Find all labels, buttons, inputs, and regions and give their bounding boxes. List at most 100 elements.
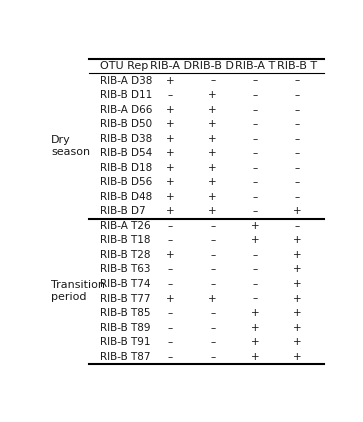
Text: +: + — [208, 119, 217, 129]
Text: RIB-A D: RIB-A D — [150, 61, 192, 71]
Text: +: + — [250, 235, 259, 246]
Text: +: + — [166, 177, 175, 187]
Text: –: – — [294, 76, 300, 86]
Text: +: + — [166, 148, 175, 158]
Text: RIB-B T85: RIB-B T85 — [100, 308, 151, 318]
Text: –: – — [210, 76, 215, 86]
Text: –: – — [252, 105, 258, 115]
Text: –: – — [294, 90, 300, 100]
Text: +: + — [166, 192, 175, 202]
Text: +: + — [208, 294, 217, 303]
Text: +: + — [293, 235, 302, 246]
Text: +: + — [293, 294, 302, 303]
Text: +: + — [166, 250, 175, 260]
Text: OTU Rep: OTU Rep — [100, 61, 148, 71]
Text: RIB-A D66: RIB-A D66 — [100, 105, 152, 115]
Text: RIB-B D38: RIB-B D38 — [100, 134, 152, 144]
Text: +: + — [293, 323, 302, 333]
Text: RIB-B D56: RIB-B D56 — [100, 177, 152, 187]
Text: –: – — [168, 221, 173, 231]
Text: –: – — [168, 308, 173, 318]
Text: +: + — [166, 105, 175, 115]
Text: RIB-B T74: RIB-B T74 — [100, 279, 151, 289]
Text: +: + — [293, 352, 302, 362]
Text: RIB-B T87: RIB-B T87 — [100, 352, 151, 362]
Text: RIB-B D50: RIB-B D50 — [100, 119, 152, 129]
Text: –: – — [252, 177, 258, 187]
Text: –: – — [210, 323, 215, 333]
Text: RIB-B T77: RIB-B T77 — [100, 294, 151, 303]
Text: +: + — [166, 294, 175, 303]
Text: +: + — [293, 337, 302, 347]
Text: +: + — [250, 308, 259, 318]
Text: –: – — [294, 192, 300, 202]
Text: –: – — [168, 235, 173, 246]
Text: +: + — [208, 90, 217, 100]
Text: +: + — [250, 323, 259, 333]
Text: –: – — [210, 352, 215, 362]
Text: +: + — [208, 105, 217, 115]
Text: RIB-B T63: RIB-B T63 — [100, 265, 151, 274]
Text: Dry
season: Dry season — [51, 135, 90, 157]
Text: –: – — [294, 177, 300, 187]
Text: +: + — [208, 192, 217, 202]
Text: –: – — [210, 235, 215, 246]
Text: –: – — [294, 119, 300, 129]
Text: +: + — [166, 76, 175, 86]
Text: –: – — [210, 308, 215, 318]
Text: –: – — [210, 250, 215, 260]
Text: +: + — [250, 337, 259, 347]
Text: –: – — [252, 294, 258, 303]
Text: –: – — [294, 163, 300, 173]
Text: –: – — [168, 279, 173, 289]
Text: –: – — [252, 76, 258, 86]
Text: RIB-B T89: RIB-B T89 — [100, 323, 151, 333]
Text: –: – — [252, 119, 258, 129]
Text: +: + — [208, 163, 217, 173]
Text: –: – — [252, 163, 258, 173]
Text: +: + — [166, 119, 175, 129]
Text: +: + — [208, 148, 217, 158]
Text: –: – — [168, 337, 173, 347]
Text: +: + — [166, 163, 175, 173]
Text: +: + — [166, 134, 175, 144]
Text: RIB-B D18: RIB-B D18 — [100, 163, 152, 173]
Text: RIB-B T91: RIB-B T91 — [100, 337, 151, 347]
Text: –: – — [294, 105, 300, 115]
Text: –: – — [294, 221, 300, 231]
Text: –: – — [168, 265, 173, 274]
Text: RIB-B T: RIB-B T — [277, 61, 317, 71]
Text: RIB-B D7: RIB-B D7 — [100, 206, 146, 216]
Text: +: + — [293, 206, 302, 216]
Text: +: + — [208, 134, 217, 144]
Text: RIB-A D38: RIB-A D38 — [100, 76, 152, 86]
Text: +: + — [208, 177, 217, 187]
Text: +: + — [293, 265, 302, 274]
Text: RIB-B D48: RIB-B D48 — [100, 192, 152, 202]
Text: –: – — [252, 265, 258, 274]
Text: +: + — [293, 308, 302, 318]
Text: –: – — [168, 352, 173, 362]
Text: –: – — [210, 265, 215, 274]
Text: RIB-B D54: RIB-B D54 — [100, 148, 152, 158]
Text: –: – — [252, 192, 258, 202]
Text: +: + — [208, 206, 217, 216]
Text: RIB-B T18: RIB-B T18 — [100, 235, 151, 246]
Text: –: – — [168, 90, 173, 100]
Text: –: – — [210, 221, 215, 231]
Text: –: – — [210, 337, 215, 347]
Text: +: + — [293, 250, 302, 260]
Text: +: + — [250, 352, 259, 362]
Text: –: – — [294, 134, 300, 144]
Text: +: + — [293, 279, 302, 289]
Text: RIB-A T26: RIB-A T26 — [100, 221, 151, 231]
Text: RIB-B D: RIB-B D — [192, 61, 234, 71]
Text: –: – — [168, 323, 173, 333]
Text: –: – — [252, 148, 258, 158]
Text: –: – — [252, 90, 258, 100]
Text: –: – — [252, 134, 258, 144]
Text: Transition
period: Transition period — [51, 281, 105, 302]
Text: +: + — [250, 221, 259, 231]
Text: –: – — [252, 279, 258, 289]
Text: –: – — [252, 250, 258, 260]
